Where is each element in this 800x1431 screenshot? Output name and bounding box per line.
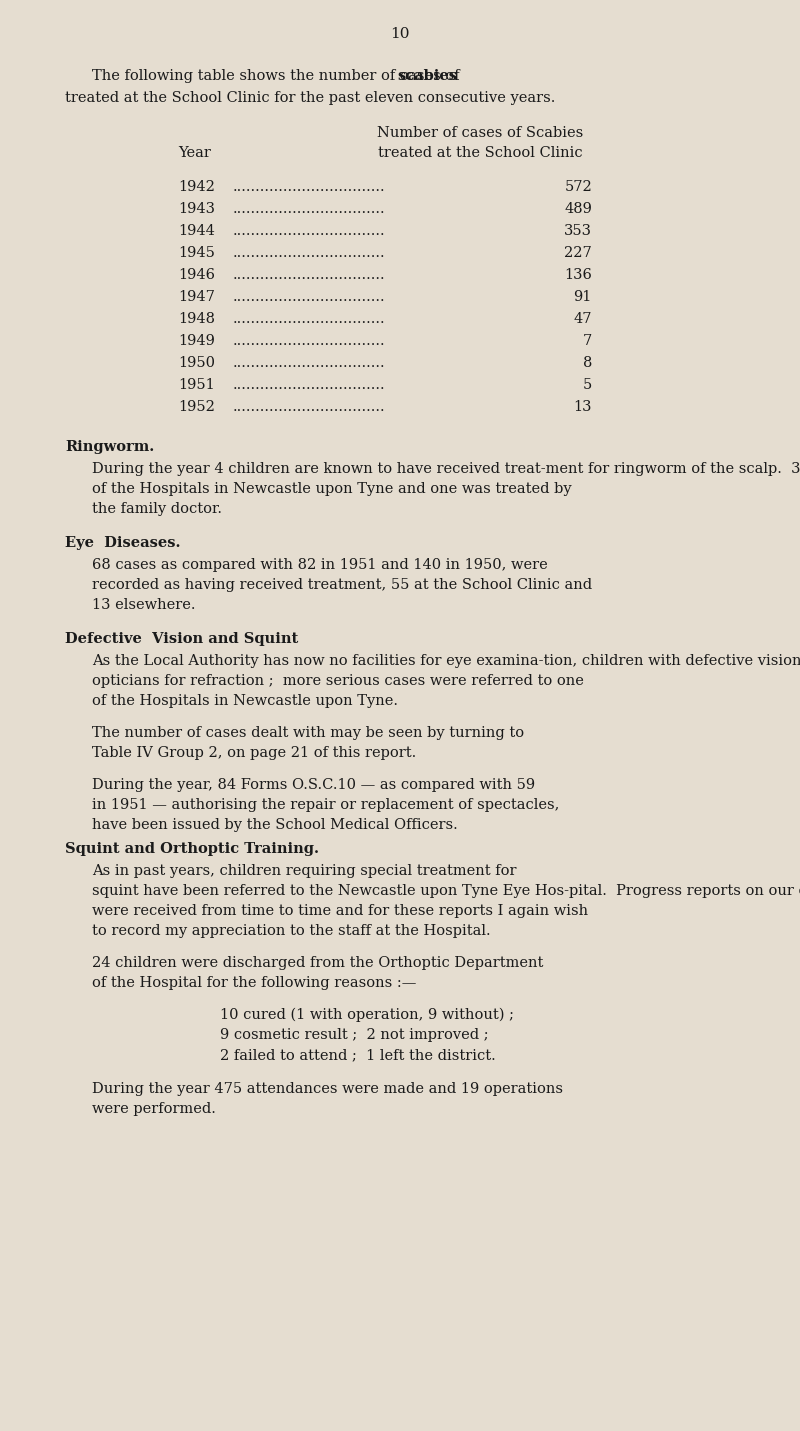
Text: 1945: 1945	[178, 246, 215, 260]
Text: 2 failed to attend ;  1 left the district.: 2 failed to attend ; 1 left the district…	[220, 1047, 496, 1062]
Text: 1948: 1948	[178, 312, 215, 326]
Text: 1944: 1944	[178, 225, 215, 238]
Text: opticians for refraction ;  more serious cases were referred to one: opticians for refraction ; more serious …	[92, 674, 584, 688]
Text: of the Hospitals in Newcastle upon Tyne and one was treated by: of the Hospitals in Newcastle upon Tyne …	[92, 482, 572, 497]
Text: to record my appreciation to the staff at the Hospital.: to record my appreciation to the staff a…	[92, 924, 490, 937]
Text: of the Hospitals in Newcastle upon Tyne.: of the Hospitals in Newcastle upon Tyne.	[92, 694, 398, 708]
Text: .................................: .................................	[233, 268, 386, 282]
Text: 24 children were discharged from the Orthoptic Department: 24 children were discharged from the Ort…	[92, 956, 543, 970]
Text: 10: 10	[390, 27, 410, 41]
Text: recorded as having received treatment, 55 at the School Clinic and: recorded as having received treatment, 5…	[92, 578, 592, 592]
Text: As the Local Authority has now no facilities for eye examina­tion, children with: As the Local Authority has now no facili…	[92, 654, 800, 668]
Text: 10 cured (1 with operation, 9 without) ;: 10 cured (1 with operation, 9 without) ;	[220, 1007, 514, 1022]
Text: Defective  Vision and Squint: Defective Vision and Squint	[65, 633, 298, 645]
Text: 68 cases as compared with 82 in 1951 and 140 in 1950, were: 68 cases as compared with 82 in 1951 and…	[92, 558, 548, 572]
Text: 8: 8	[582, 356, 592, 371]
Text: 91: 91	[574, 290, 592, 303]
Text: Table IV Group 2, on page 21 of this report.: Table IV Group 2, on page 21 of this rep…	[92, 746, 416, 760]
Text: the family doctor.: the family doctor.	[92, 502, 222, 517]
Text: were received from time to time and for these reports I again wish: were received from time to time and for …	[92, 904, 588, 919]
Text: Year: Year	[178, 146, 211, 160]
Text: 5: 5	[582, 378, 592, 392]
Text: .................................: .................................	[233, 225, 386, 238]
Text: .................................: .................................	[233, 333, 386, 348]
Text: .................................: .................................	[233, 401, 386, 414]
Text: The number of cases dealt with may be seen by turning to: The number of cases dealt with may be se…	[92, 726, 524, 740]
Text: During the year 4 children are known to have received treat­ment for ringworm of: During the year 4 children are known to …	[92, 462, 800, 477]
Text: .................................: .................................	[233, 246, 386, 260]
Text: 1951: 1951	[178, 378, 214, 392]
Text: 136: 136	[564, 268, 592, 282]
Text: As in past years, children requiring special treatment for: As in past years, children requiring spe…	[92, 864, 517, 879]
Text: 353: 353	[564, 225, 592, 238]
Text: .................................: .................................	[233, 356, 386, 371]
Text: 1943: 1943	[178, 202, 215, 216]
Text: of the Hospital for the following reasons :—: of the Hospital for the following reason…	[92, 976, 416, 990]
Text: 227: 227	[564, 246, 592, 260]
Text: Number of cases of Scabies: Number of cases of Scabies	[377, 126, 583, 140]
Text: 1952: 1952	[178, 401, 215, 414]
Text: 1949: 1949	[178, 333, 215, 348]
Text: 1942: 1942	[178, 180, 215, 195]
Text: were performed.: were performed.	[92, 1102, 216, 1116]
Text: Ringworm.: Ringworm.	[65, 439, 154, 454]
Text: 1950: 1950	[178, 356, 215, 371]
Text: scabies: scabies	[397, 69, 457, 83]
Text: have been issued by the School Medical Officers.: have been issued by the School Medical O…	[92, 819, 458, 831]
Text: in 1951 — authorising the repair or replacement of spectacles,: in 1951 — authorising the repair or repl…	[92, 798, 559, 811]
Text: .................................: .................................	[233, 378, 386, 392]
Text: 1946: 1946	[178, 268, 215, 282]
Text: .................................: .................................	[233, 202, 386, 216]
Text: The following table shows the number of cases of: The following table shows the number of …	[92, 69, 469, 83]
Text: .................................: .................................	[233, 180, 386, 195]
Text: Eye  Diseases.: Eye Diseases.	[65, 537, 181, 550]
Text: 489: 489	[564, 202, 592, 216]
Text: 572: 572	[564, 180, 592, 195]
Text: 1947: 1947	[178, 290, 215, 303]
Text: treated at the School Clinic: treated at the School Clinic	[378, 146, 582, 160]
Text: .................................: .................................	[233, 290, 386, 303]
Text: 9 cosmetic result ;  2 not improved ;: 9 cosmetic result ; 2 not improved ;	[220, 1027, 489, 1042]
Text: Squint and Orthoptic Training.: Squint and Orthoptic Training.	[65, 841, 319, 856]
Text: 47: 47	[574, 312, 592, 326]
Text: squint have been referred to the Newcastle upon Tyne Eye Hos­pital.  Progress re: squint have been referred to the Newcast…	[92, 884, 800, 899]
Text: 7: 7	[582, 333, 592, 348]
Text: .................................: .................................	[233, 312, 386, 326]
Text: treated at the School Clinic for the past eleven consecutive years.: treated at the School Clinic for the pas…	[65, 92, 555, 104]
Text: During the year 475 attendances were made and 19 operations: During the year 475 attendances were mad…	[92, 1082, 563, 1096]
Text: 13 elsewhere.: 13 elsewhere.	[92, 598, 195, 612]
Text: 13: 13	[574, 401, 592, 414]
Text: During the year, 84 Forms O.S.C.10 — as compared with 59: During the year, 84 Forms O.S.C.10 — as …	[92, 778, 535, 791]
